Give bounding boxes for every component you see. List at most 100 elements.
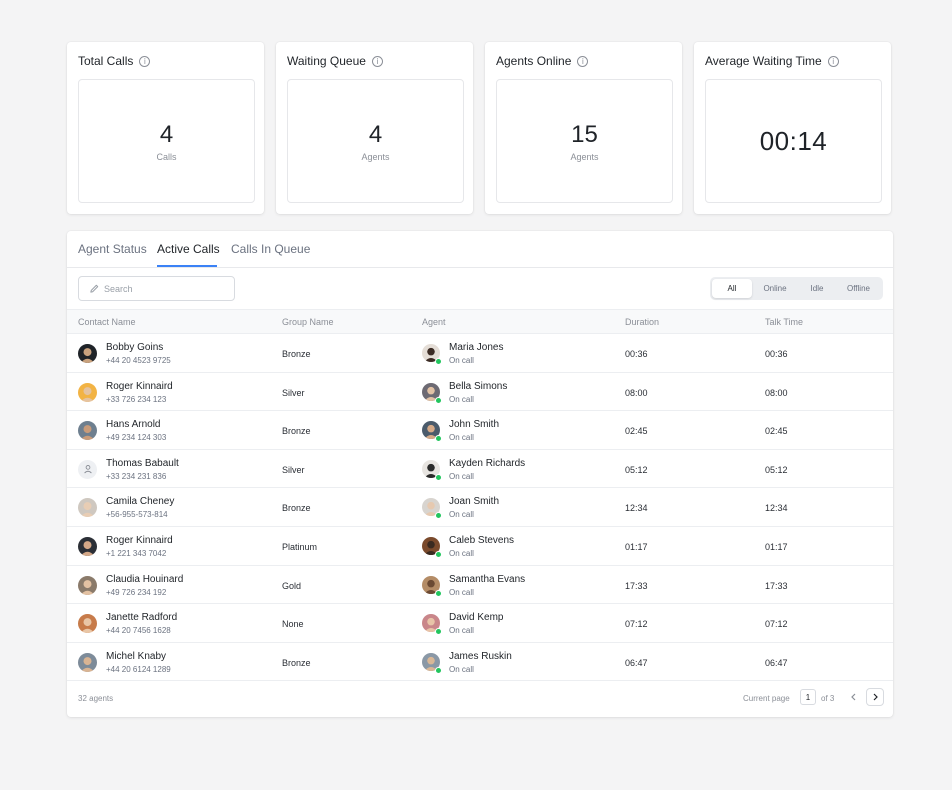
page-number-input[interactable]: 1 <box>800 689 816 705</box>
group-name: Bronze <box>282 657 311 668</box>
info-icon[interactable]: i <box>827 55 839 67</box>
contact-avatar <box>78 652 97 672</box>
contact-avatar <box>78 536 97 556</box>
call-duration: 00:36 <box>625 349 648 359</box>
agent-avatar <box>422 614 440 633</box>
online-status-dot <box>435 512 442 520</box>
contact-name: Roger Kinnaird <box>106 380 173 392</box>
filter-online[interactable]: Online <box>763 284 787 293</box>
table-row[interactable]: Janette Radford +44 20 7456 1628 None Da… <box>67 604 893 643</box>
column-header-duration[interactable]: Duration <box>625 317 660 327</box>
online-status-dot <box>435 589 442 597</box>
contact-name: Janette Radford <box>106 612 178 624</box>
tab-calls-in-queue[interactable]: Calls In Queue <box>231 242 311 256</box>
current-page-label: Current page <box>743 694 790 703</box>
contact-name: Bobby Goins <box>106 342 164 353</box>
group-name: Bronze <box>282 349 311 359</box>
column-header-agent[interactable]: Agent <box>422 317 446 327</box>
avatar-image <box>422 536 440 555</box>
contact-phone: +33 234 231 836 <box>106 471 167 481</box>
group-name: Bronze <box>282 426 311 437</box>
group-name: Platinum <box>282 541 318 552</box>
card-value: 00:14 <box>759 126 828 156</box>
previous-page-button[interactable] <box>846 689 862 705</box>
table-header: Contact Name Group Name Agent Duration T… <box>67 309 893 334</box>
table-row[interactable]: Claudia Houinard +49 726 234 192 Gold Sa… <box>67 566 893 605</box>
column-header-talk-time[interactable]: Talk Time <box>765 317 804 327</box>
info-icon[interactable]: i <box>139 55 151 67</box>
talk-time: 02:45 <box>765 426 788 437</box>
card-title: Agents Online <box>496 54 572 68</box>
card-unit: Agents <box>570 151 599 162</box>
chevron-right-icon <box>873 693 878 701</box>
card-unit: Agents <box>361 151 390 162</box>
table-row[interactable]: Michel Knaby +44 20 6124 1289 Bronze Jam… <box>67 643 893 682</box>
avatar-image <box>422 498 440 517</box>
call-duration: 08:00 <box>625 387 648 398</box>
table-row[interactable]: Thomas Babault +33 234 231 836 Silver Ka… <box>67 450 893 489</box>
agent-name: James Ruskin <box>449 650 512 662</box>
avatar-image <box>422 575 440 594</box>
table-row[interactable]: Roger Kinnaird +33 726 234 123 Silver Be… <box>67 373 893 412</box>
group-name: Silver <box>282 464 305 475</box>
talk-time: 01:17 <box>765 541 788 552</box>
filter-offline[interactable]: Offline <box>847 284 870 293</box>
group-name: Bronze <box>282 503 311 514</box>
agent-avatar <box>422 382 440 401</box>
call-duration: 05:12 <box>625 464 648 475</box>
table-row[interactable]: Roger Kinnaird +1 221 343 7042 Platinum … <box>67 527 893 566</box>
agent-status: On call <box>449 664 474 674</box>
contact-phone: +44 20 4523 9725 <box>106 356 171 365</box>
contact-phone: +56-955-573-814 <box>106 510 168 520</box>
table-row[interactable]: Hans Arnold +49 234 124 303 Bronze John … <box>67 411 893 450</box>
stats-row: Total Calls i 4 Calls Waiting Queue i 4 Ag… <box>67 42 891 214</box>
pencil-icon <box>90 284 99 293</box>
talk-time: 12:34 <box>765 503 788 514</box>
avatar-image <box>78 614 97 634</box>
tab-active-calls[interactable]: Active Calls <box>157 242 220 256</box>
column-header-contact-name[interactable]: Contact Name <box>78 317 136 327</box>
card-value-box: 00:14 <box>705 79 882 203</box>
call-duration: 06:47 <box>625 657 648 668</box>
status-filter: All Online Idle Offline <box>710 277 883 300</box>
agent-avatar <box>422 459 440 478</box>
card-value-box: 4 Calls <box>78 79 255 203</box>
info-icon[interactable]: i <box>371 55 383 67</box>
agent-status: On call <box>449 471 474 481</box>
agent-status: On call <box>449 510 474 520</box>
table-row[interactable]: Camila Cheney +56-955-573-814 Bronze Joa… <box>67 488 893 527</box>
agent-avatar <box>422 536 440 555</box>
avatar-image <box>78 575 97 595</box>
table-row[interactable]: Bobby Goins +44 20 4523 9725 Bronze Mari… <box>67 334 893 373</box>
avatar-image <box>422 614 440 633</box>
contact-avatar <box>78 382 97 402</box>
next-page-button[interactable] <box>866 688 884 706</box>
stat-card-average-waiting-time: Average Waiting Time i 00:14 <box>694 42 891 214</box>
talk-time: 17:33 <box>765 580 788 591</box>
avatar-image <box>422 344 440 362</box>
talk-time: 00:36 <box>765 349 788 359</box>
contact-name: Roger Kinnaird <box>106 534 173 546</box>
online-status-dot <box>435 666 442 674</box>
table-body: Bobby Goins +44 20 4523 9725 Bronze Mari… <box>67 334 893 682</box>
avatar-image <box>78 652 97 672</box>
agent-avatar <box>422 575 440 594</box>
card-value-box: 4 Agents <box>287 79 464 203</box>
contact-avatar <box>78 614 97 634</box>
agent-name: Kayden Richards <box>449 457 526 469</box>
card-title: Average Waiting Time <box>705 54 822 68</box>
filter-all[interactable]: All <box>712 279 752 298</box>
contact-avatar <box>78 575 97 595</box>
agent-status: On call <box>449 626 474 636</box>
search-input[interactable] <box>104 283 224 294</box>
column-header-group-name[interactable]: Group Name <box>282 317 334 327</box>
info-icon[interactable]: i <box>577 55 589 67</box>
search-box[interactable] <box>78 276 235 301</box>
avatar-image <box>78 344 97 363</box>
filter-idle[interactable]: Idle <box>810 284 824 293</box>
tab-bar: Agent Status Active Calls Calls In Queue <box>67 231 893 268</box>
call-duration: 12:34 <box>625 503 648 514</box>
agent-status: On call <box>449 587 474 597</box>
contact-name: Claudia Houinard <box>106 573 184 585</box>
tab-agent-status[interactable]: Agent Status <box>78 242 147 256</box>
